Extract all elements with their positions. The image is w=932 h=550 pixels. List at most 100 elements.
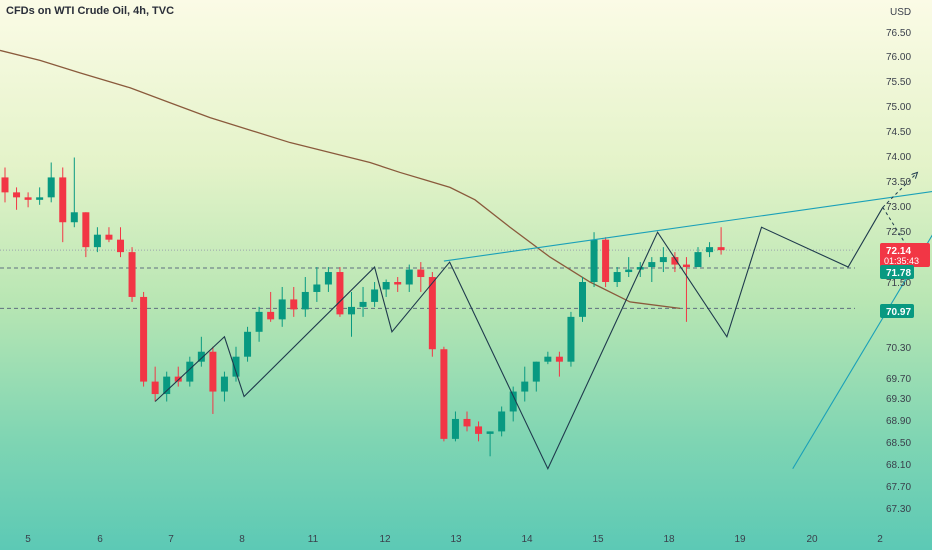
candle-body <box>59 177 67 223</box>
candle-body <box>93 234 101 248</box>
price-tick-label: 73.00 <box>886 202 911 213</box>
candle-body <box>174 376 182 382</box>
price-tick-label: 68.90 <box>886 416 911 427</box>
candle-body <box>371 289 379 302</box>
price-tick-label: 72.50 <box>886 227 911 238</box>
price-tick-label: 76.00 <box>886 52 911 63</box>
candle-body <box>440 349 448 439</box>
candle-body <box>82 212 90 248</box>
time-tick-label: 20 <box>806 534 818 545</box>
level-price-tag <box>880 265 914 279</box>
candle-body <box>140 296 148 382</box>
time-tick-label: 14 <box>521 534 533 545</box>
current-price-tag <box>880 243 930 267</box>
candle-body <box>290 299 298 310</box>
candle-body <box>220 376 228 392</box>
time-axis: 5 6 7 8 11 12 13 14 15 18 19 20 2 <box>25 534 883 545</box>
candle-body <box>521 381 529 392</box>
candle-body <box>278 299 286 320</box>
candle-body <box>451 418 459 439</box>
candle-body <box>625 269 633 273</box>
price-tick-label: 73.50 <box>886 177 911 188</box>
candle-body <box>13 192 21 198</box>
horizontal-levels <box>0 249 855 309</box>
candle-body <box>163 376 171 395</box>
candle-body <box>36 197 44 200</box>
candle-body <box>544 356 552 362</box>
time-tick-label: 11 <box>308 534 319 545</box>
candle-body <box>244 331 252 357</box>
candles <box>1 157 725 457</box>
candle-body <box>463 418 471 427</box>
time-tick-label: 5 <box>25 534 31 545</box>
price-tick-label: 71.50 <box>886 278 911 289</box>
price-tick-label: 74.50 <box>886 127 911 138</box>
candle-body <box>151 381 159 395</box>
price-tick-label: 75.00 <box>886 102 911 113</box>
projection-arrow <box>882 172 918 208</box>
candle-body <box>313 284 321 292</box>
level-price-tag <box>880 304 914 318</box>
candle-body <box>498 411 506 432</box>
price-tick-label: 70.30 <box>886 343 911 354</box>
time-tick-label: 15 <box>592 534 604 545</box>
candle-body <box>209 351 217 392</box>
candle-body <box>475 426 483 434</box>
candle-body <box>428 277 436 350</box>
candle-body <box>128 252 136 297</box>
candle-body <box>382 282 390 290</box>
current-price-value: 72.14 <box>886 246 911 257</box>
candle-body <box>613 272 621 282</box>
candle-body <box>301 291 309 310</box>
price-tick-label: 75.50 <box>886 77 911 88</box>
level-price-value: 70.97 <box>886 307 911 318</box>
time-tick-label: 13 <box>450 534 462 545</box>
candle-body <box>1 177 9 193</box>
candle-body <box>567 316 575 362</box>
candle-body <box>197 351 205 362</box>
candle-body <box>359 301 367 307</box>
candle-body <box>659 257 667 263</box>
time-tick-label: 19 <box>734 534 746 545</box>
candle-body <box>117 239 124 253</box>
candle-body <box>348 306 355 315</box>
time-tick-label: 18 <box>663 534 675 545</box>
candle-body <box>555 356 563 362</box>
candle-body <box>532 361 540 382</box>
candle-body <box>694 252 702 268</box>
time-tick-label: 6 <box>97 534 103 545</box>
candle-body <box>267 311 275 320</box>
candle-body <box>255 311 263 332</box>
price-tick-label: 68.10 <box>886 460 911 471</box>
price-axis: USD 76.50 76.00 75.50 75.00 74.50 74.00 73.50 7… <box>886 7 911 515</box>
candle-body <box>486 431 494 434</box>
moving-average <box>0 49 681 310</box>
candle-body <box>232 356 240 377</box>
candle-body <box>70 212 78 223</box>
candle-body <box>509 391 517 412</box>
chart-title: CFDs on WTI Crude Oil, 4h, TVC <box>6 5 175 17</box>
moving-average-line <box>0 49 681 310</box>
price-tick-label: 67.70 <box>886 482 911 493</box>
candle-body <box>579 282 586 317</box>
candle-body <box>590 239 598 282</box>
candle-body <box>648 262 656 268</box>
candle-body <box>717 247 725 251</box>
price-tick-label: 67.30 <box>886 504 911 515</box>
price-tick-label: 69.70 <box>886 374 911 385</box>
candle-body <box>324 272 332 285</box>
trendline <box>443 190 932 262</box>
candle-body <box>24 197 32 200</box>
price-tick-label: 76.50 <box>886 28 911 39</box>
currency-label: USD <box>890 7 911 18</box>
candle-body <box>602 239 610 282</box>
candle-body <box>47 177 55 198</box>
price-tick-label: 74.00 <box>886 152 911 163</box>
zigzag-line <box>154 207 884 471</box>
candle-body <box>405 269 413 285</box>
price-tick-label: 68.50 <box>886 438 911 449</box>
time-tick-label: 8 <box>239 534 245 545</box>
